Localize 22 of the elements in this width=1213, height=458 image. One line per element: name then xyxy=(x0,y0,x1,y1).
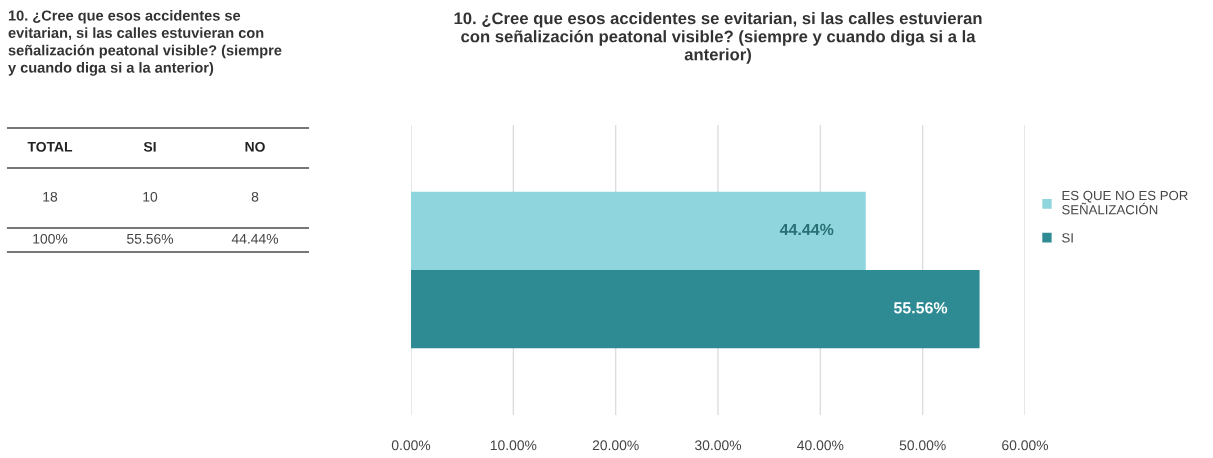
legend-label: ES QUE NO ES POR SEÑALIZACIÓN xyxy=(1062,190,1188,215)
chart-title: 10. ¿Cree que esos accidentes se evitarian, si las calles estuvieran con señalización peatonal visible? (siempre y cuando diga si a la anterior) xyxy=(454,12,982,64)
text: 18 xyxy=(43,191,58,202)
category-label: SI xyxy=(143,141,156,152)
x-tick-label: 10.00% xyxy=(490,440,537,451)
x-tick-label: 40.00% xyxy=(797,440,844,451)
legend-label: SI xyxy=(1062,233,1073,243)
data-label: 44.44% xyxy=(779,223,834,236)
x-tick-label: 50.00% xyxy=(899,440,946,451)
text: 10. ¿Cree que esos accidentes se evitarian, si las calles estuvieran con señalización peatonal visible? (siempre y cuando diga si a la anterior) xyxy=(8,10,282,76)
category-label: NO xyxy=(245,141,265,152)
x-tick-label: 30.00% xyxy=(694,440,742,451)
text: 55.56% xyxy=(127,233,174,244)
text: 100% xyxy=(33,233,68,244)
x-tick-label: 60.00% xyxy=(1002,440,1049,451)
text: 44.44% xyxy=(231,233,279,244)
data-label: 55.56% xyxy=(893,302,948,314)
x-tick-label: 20.00% xyxy=(592,440,639,451)
text: 10 xyxy=(143,191,158,202)
x-tick-label: 0.00% xyxy=(391,440,431,451)
category-label: TOTAL xyxy=(27,141,73,152)
text: 8 xyxy=(251,191,259,202)
